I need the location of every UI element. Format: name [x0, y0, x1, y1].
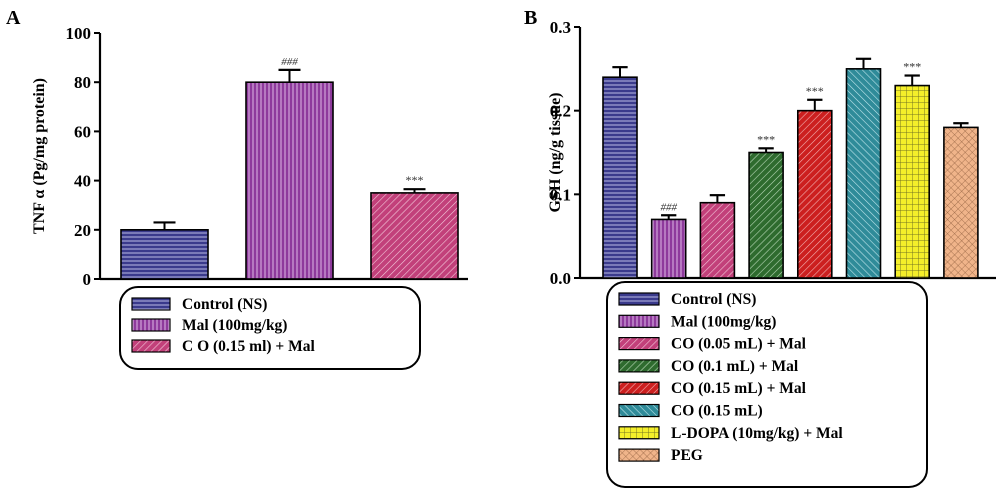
- legend-swatch: [618, 314, 660, 328]
- legend-label: Mal (100mg/kg): [182, 317, 287, 334]
- legend-swatch: [618, 448, 660, 462]
- y-axis-title: TNF α (Pg/mg protein): [31, 78, 48, 234]
- y-axis-title: GSH (ng/g tissue): [547, 92, 564, 212]
- bar: [796, 109, 833, 279]
- bar: [943, 126, 979, 279]
- legend-label: Mal (100mg/kg): [671, 313, 776, 330]
- legend-swatch: [618, 381, 660, 395]
- legend-label: Control (NS): [182, 296, 267, 313]
- legend-box: [606, 281, 928, 488]
- legend-label: L-DOPA (10mg/kg) + Mal: [671, 425, 843, 442]
- legend-label: Control (NS): [671, 291, 756, 308]
- legend-swatch: [131, 318, 171, 332]
- bar: [120, 229, 209, 280]
- significance-annotation: ###: [660, 201, 677, 213]
- y-tick-label: 0: [83, 270, 92, 289]
- legend-label: CO (0.15 mL) + Mal: [671, 380, 807, 397]
- panel-label-b: B: [524, 7, 537, 29]
- legend-label: CO (0.15 mL): [671, 403, 763, 420]
- panel-b-chart: 0.0 0.1 0.2 0.3 GSH (ng/g tissue) ### *** *** **…: [547, 18, 996, 488]
- panel-a-chart: 0 20 40 60 80 100 TNF α (Pg/mg protein) ### *** C…: [31, 24, 468, 370]
- legend-swatch: [131, 297, 171, 311]
- y-tick-label: 0.2: [550, 102, 571, 121]
- legend-label: CO (0.05 mL) + Mal: [671, 336, 807, 353]
- significance-annotation: ***: [806, 84, 824, 98]
- significance-annotation: ***: [406, 173, 424, 187]
- legend-label: CO (0.1 mL) + Mal: [671, 358, 799, 375]
- y-tick-label: 40: [74, 172, 91, 191]
- significance-annotation: ***: [757, 132, 775, 146]
- significance-annotation: ###: [281, 56, 298, 68]
- legend-swatch: [618, 403, 660, 418]
- bar: [245, 81, 334, 280]
- bar: [699, 201, 736, 279]
- significance-annotation: ***: [903, 60, 921, 74]
- bar: [894, 84, 931, 279]
- y-tick-label: 100: [66, 24, 92, 43]
- y-tick-label: 0.0: [550, 269, 571, 288]
- y-tick-label: 60: [74, 122, 91, 141]
- legend-box: [119, 286, 421, 370]
- bar: [650, 218, 687, 279]
- bar: [845, 68, 882, 279]
- legend-swatch: [618, 426, 660, 440]
- legend-swatch: [618, 337, 660, 351]
- y-tick-label: 0.1: [550, 185, 571, 204]
- y-tick-label: 20: [74, 221, 91, 240]
- panel-label-a: A: [6, 7, 21, 29]
- y-tick-label: 0.3: [550, 18, 571, 37]
- legend-swatch: [618, 292, 660, 306]
- legend-label: C O (0.15 ml) + Mal: [182, 338, 316, 355]
- y-tick-label: 80: [74, 73, 91, 92]
- bar: [602, 76, 638, 279]
- legend-label: PEG: [671, 447, 703, 464]
- legend-swatch: [131, 339, 171, 353]
- legend-swatch: [618, 359, 660, 373]
- bar: [370, 192, 459, 280]
- bar: [748, 151, 784, 279]
